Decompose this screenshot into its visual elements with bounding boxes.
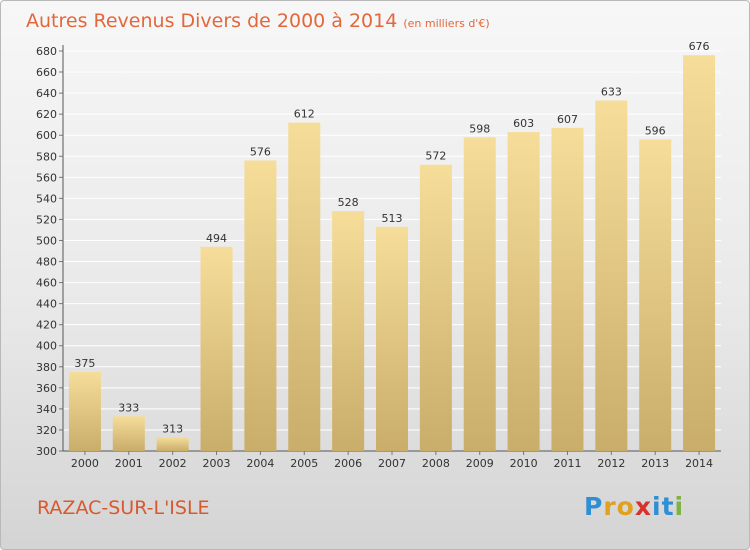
y-tick-label: 680 bbox=[36, 45, 57, 58]
data-label: 494 bbox=[206, 232, 227, 245]
x-tick-label: 2010 bbox=[510, 457, 538, 470]
y-tick-label: 340 bbox=[36, 403, 57, 416]
x-tick-label: 2004 bbox=[246, 457, 274, 470]
x-tick-label: 2008 bbox=[422, 457, 450, 470]
x-tick-label: 2011 bbox=[553, 457, 581, 470]
x-tick-label: 2003 bbox=[203, 457, 231, 470]
proxiti-logo: Proxiti bbox=[584, 492, 684, 521]
y-tick-label: 360 bbox=[36, 382, 57, 395]
logo-letter: x bbox=[634, 492, 652, 521]
y-tick-label: 440 bbox=[36, 298, 57, 311]
x-tick-label: 2006 bbox=[334, 457, 362, 470]
chart-subtitle: (en milliers d'€) bbox=[403, 17, 490, 30]
bar bbox=[595, 100, 628, 451]
y-tick-label: 320 bbox=[36, 424, 57, 437]
y-tick-label: 300 bbox=[36, 445, 57, 458]
x-tick-label: 2009 bbox=[466, 457, 494, 470]
bar bbox=[332, 211, 365, 451]
logo-letter: P bbox=[584, 492, 604, 521]
title-row: Autres Revenus Divers de 2000 à 2014 (en … bbox=[26, 10, 490, 32]
y-tick-label: 500 bbox=[36, 234, 57, 247]
bar bbox=[507, 132, 540, 452]
y-tick-label: 460 bbox=[36, 277, 57, 290]
data-label: 513 bbox=[382, 212, 403, 225]
y-tick-label: 480 bbox=[36, 256, 57, 269]
bar bbox=[375, 226, 409, 451]
data-label: 572 bbox=[425, 150, 446, 163]
y-tick-label: 520 bbox=[36, 213, 57, 226]
x-tick-label: 2013 bbox=[641, 457, 669, 470]
data-label: 528 bbox=[338, 196, 359, 209]
logo-letter: o bbox=[616, 492, 635, 521]
bar bbox=[419, 164, 452, 451]
logo-letter: r bbox=[603, 492, 617, 521]
data-label: 633 bbox=[601, 85, 622, 98]
bar bbox=[156, 437, 189, 451]
y-tick-label: 540 bbox=[36, 192, 57, 205]
y-tick-label: 560 bbox=[36, 171, 57, 184]
data-label: 607 bbox=[557, 113, 578, 126]
y-tick-label: 400 bbox=[36, 340, 57, 353]
bar bbox=[463, 137, 496, 451]
x-tick-label: 2000 bbox=[71, 457, 99, 470]
logo-letter: t bbox=[661, 492, 675, 521]
bar bbox=[68, 372, 101, 451]
x-tick-label: 2001 bbox=[115, 457, 143, 470]
bar bbox=[683, 55, 716, 452]
commune-name: RAZAC-SUR-L'ISLE bbox=[37, 497, 210, 519]
data-label: 576 bbox=[250, 145, 271, 158]
bar bbox=[200, 246, 233, 451]
data-label: 676 bbox=[689, 40, 710, 53]
x-tick-label: 2002 bbox=[159, 457, 187, 470]
data-label: 598 bbox=[469, 122, 490, 135]
y-tick-label: 620 bbox=[36, 108, 57, 121]
x-tick-label: 2005 bbox=[290, 457, 318, 470]
x-tick-label: 2014 bbox=[685, 457, 713, 470]
y-tick-label: 640 bbox=[36, 87, 57, 100]
x-tick-label: 2007 bbox=[378, 457, 406, 470]
bar bbox=[288, 122, 321, 451]
chart-title: Autres Revenus Divers de 2000 à 2014 bbox=[26, 10, 398, 32]
logo-letter: i bbox=[674, 492, 685, 521]
logo-letter: i bbox=[652, 492, 662, 521]
y-tick-label: 380 bbox=[36, 361, 57, 374]
data-label: 596 bbox=[645, 124, 666, 137]
data-label: 333 bbox=[118, 401, 139, 414]
bar bbox=[244, 160, 277, 451]
data-label: 603 bbox=[513, 117, 534, 130]
bar bbox=[639, 139, 672, 451]
data-label: 612 bbox=[294, 108, 315, 121]
y-tick-label: 420 bbox=[36, 319, 57, 332]
bar bbox=[551, 127, 584, 451]
bar bbox=[112, 416, 145, 451]
x-tick-label: 2012 bbox=[597, 457, 625, 470]
y-tick-label: 580 bbox=[36, 150, 57, 163]
data-label: 375 bbox=[74, 357, 95, 370]
y-tick-label: 660 bbox=[36, 66, 57, 79]
y-tick-label: 600 bbox=[36, 129, 57, 142]
data-label: 313 bbox=[162, 422, 183, 435]
